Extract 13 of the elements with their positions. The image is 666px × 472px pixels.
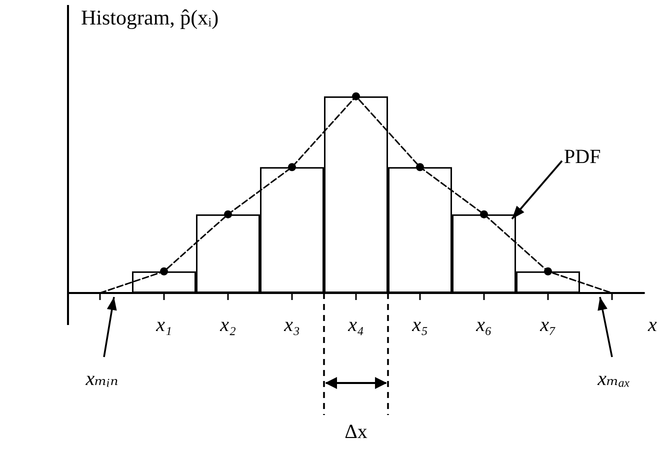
text: xₘᵢₙ xyxy=(84,368,118,390)
x-tick-label: x₄ xyxy=(347,314,364,336)
text: Δx xyxy=(344,421,368,443)
x-axis-title: x xyxy=(647,314,657,336)
x-tick-label: x₃ xyxy=(283,314,300,336)
x-tick-label: x₆ xyxy=(475,314,492,336)
text: PDF xyxy=(564,146,601,168)
x-tick-label: x₁ xyxy=(155,314,172,336)
chart-title: Histogram, p̂(xᵢ) xyxy=(81,6,219,30)
text: xₘₐₓ xyxy=(596,368,630,390)
x-tick-label: x₂ xyxy=(219,314,236,336)
x-tick-label: x₇ xyxy=(539,314,556,336)
x-tick-label: x₅ xyxy=(411,314,428,336)
